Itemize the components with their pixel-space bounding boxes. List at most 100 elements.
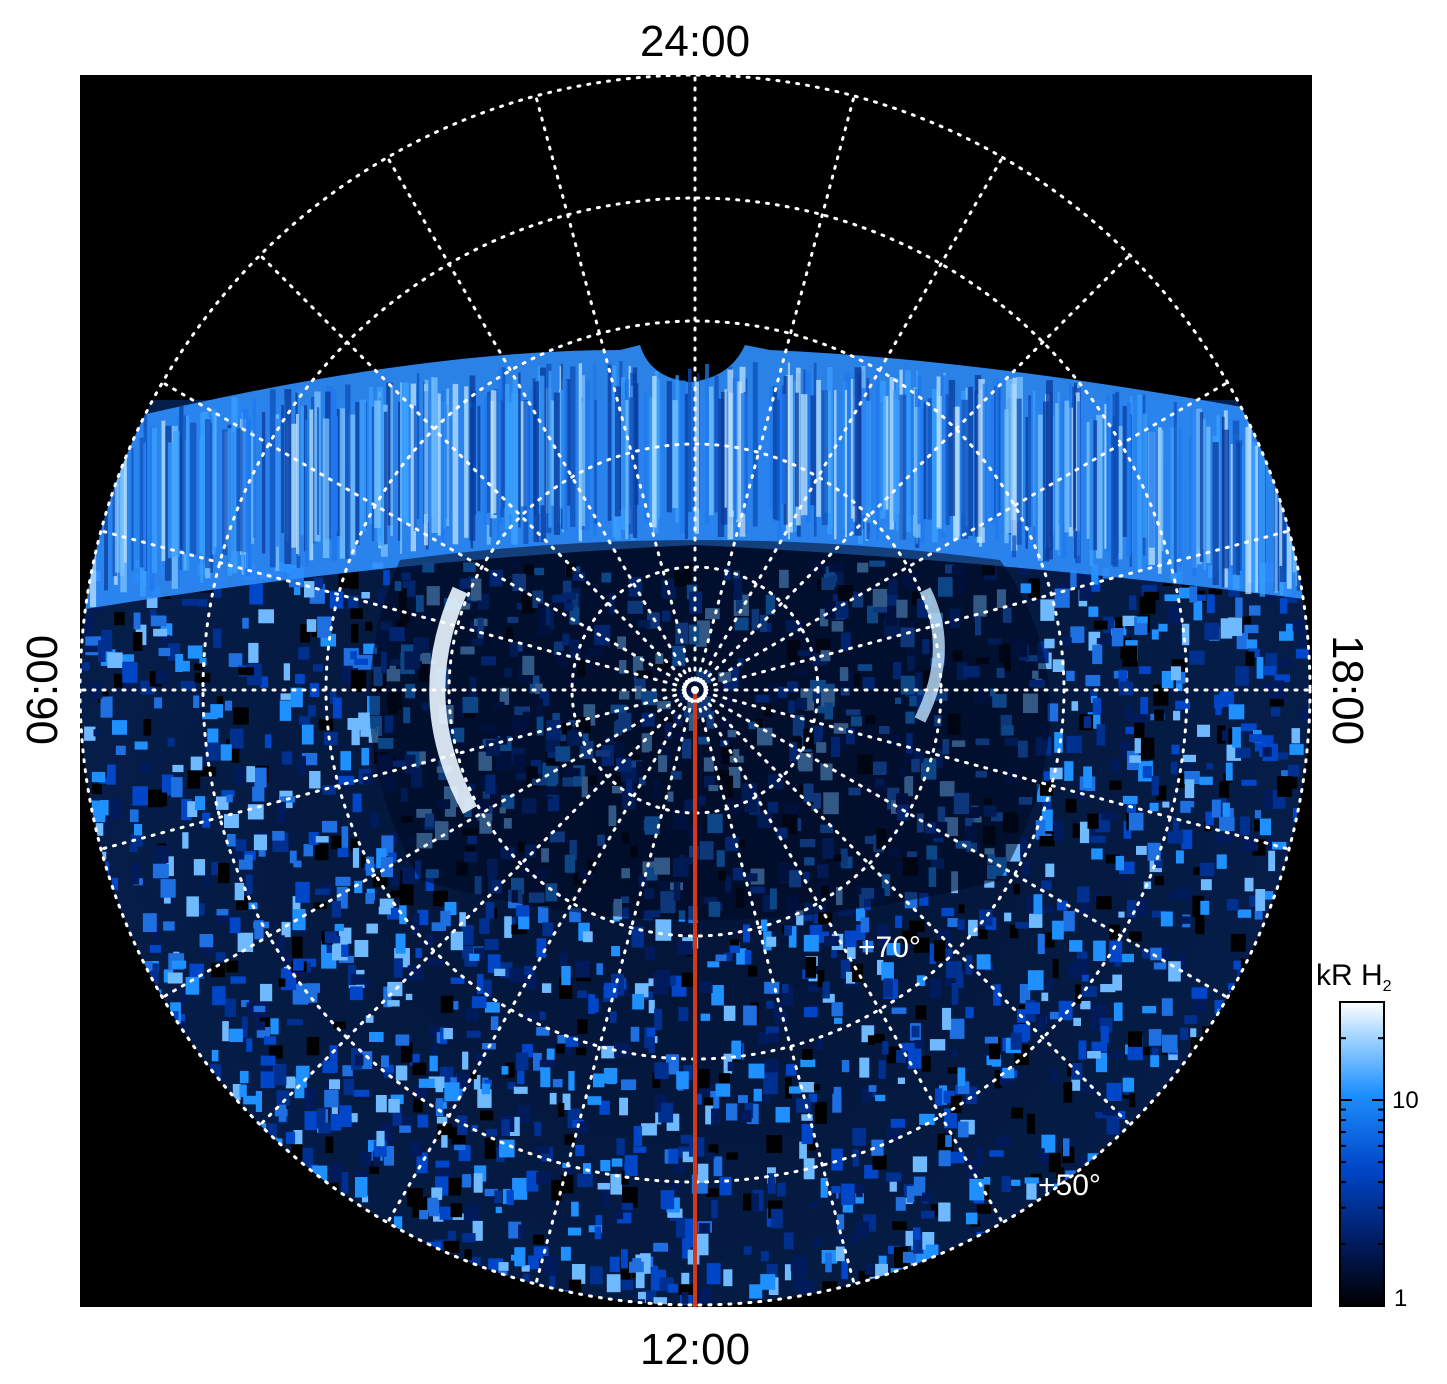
noise-pixel bbox=[304, 1087, 317, 1110]
noise-pixel bbox=[1269, 699, 1284, 707]
noise-pixel bbox=[226, 834, 236, 847]
noise-pixel bbox=[1044, 638, 1055, 649]
noise-pixel bbox=[351, 726, 360, 746]
noise-pixel bbox=[715, 1083, 731, 1097]
noise-pixel bbox=[474, 1053, 486, 1062]
noise-pixel bbox=[1100, 1026, 1109, 1043]
noise-pixel bbox=[831, 1186, 841, 1194]
noise-pixel bbox=[407, 965, 424, 981]
noise-pixel bbox=[872, 1155, 887, 1170]
noise-pixel bbox=[431, 922, 446, 931]
noise-pixel bbox=[1205, 811, 1214, 826]
band-streak bbox=[398, 401, 401, 541]
noise-pixel bbox=[715, 954, 727, 961]
noise-pixel bbox=[1070, 570, 1077, 588]
noise-pixel bbox=[416, 1152, 428, 1174]
noise-pixel bbox=[1118, 669, 1128, 688]
noise-pixel bbox=[440, 995, 454, 1013]
noise-pixel bbox=[694, 1293, 703, 1305]
noise-pixel bbox=[658, 1102, 674, 1123]
noise-pixel bbox=[1178, 587, 1195, 599]
band-streak bbox=[982, 383, 987, 528]
noise-pixel bbox=[820, 1177, 828, 1198]
noise-pixel bbox=[351, 623, 359, 643]
noise-pixel bbox=[301, 724, 314, 745]
noise-pixel bbox=[443, 1028, 453, 1040]
noise-pixel bbox=[751, 1193, 759, 1211]
noise-pixel bbox=[331, 901, 341, 918]
noise-pixel bbox=[331, 1105, 338, 1116]
band-streak bbox=[644, 392, 648, 522]
noise-pixel bbox=[296, 1065, 310, 1079]
noise-pixel bbox=[213, 628, 222, 648]
noise-pixel bbox=[1142, 948, 1154, 959]
noise-pixel bbox=[476, 974, 484, 994]
noise-pixel bbox=[182, 832, 189, 849]
noise-pixel bbox=[507, 1082, 516, 1090]
noise-pixel bbox=[583, 1163, 591, 1174]
band-streak bbox=[1232, 420, 1240, 575]
noise-pixel bbox=[435, 1160, 449, 1168]
noise-pixel bbox=[710, 1091, 720, 1110]
noise-pixel bbox=[221, 790, 235, 797]
noise-pixel bbox=[698, 1223, 711, 1238]
noise-pixel bbox=[528, 1255, 539, 1270]
noise-pixel bbox=[259, 1065, 273, 1072]
noise-pixel bbox=[912, 1227, 921, 1240]
noise-pixel bbox=[1235, 747, 1251, 759]
noise-pixel bbox=[968, 919, 978, 937]
noise-pixel bbox=[783, 1232, 794, 1250]
meridian-line bbox=[258, 253, 697, 692]
noise-pixel bbox=[1122, 645, 1138, 667]
noise-pixel bbox=[341, 1172, 349, 1194]
noise-pixel bbox=[836, 1234, 846, 1245]
noise-pixel bbox=[1289, 771, 1298, 789]
meridian-line bbox=[693, 94, 856, 692]
noise-pixel bbox=[1280, 658, 1292, 667]
noise-pixel bbox=[1254, 910, 1263, 920]
noise-pixel bbox=[383, 986, 392, 1008]
band-streak bbox=[919, 408, 925, 543]
noise-pixel bbox=[668, 1148, 679, 1164]
noise-pixel bbox=[1182, 754, 1196, 763]
noise-pixel bbox=[354, 1054, 364, 1066]
noise-pixel bbox=[1181, 829, 1193, 849]
band-streak bbox=[345, 384, 351, 560]
noise-pixel bbox=[413, 1091, 423, 1113]
noise-pixel bbox=[291, 1144, 303, 1162]
noise-pixel bbox=[846, 971, 856, 984]
latitude-circle-40 bbox=[78, 73, 1312, 1307]
noise-pixel bbox=[1193, 600, 1203, 621]
noise-pixel bbox=[376, 1130, 385, 1147]
noise-pixel bbox=[589, 1266, 603, 1285]
noise-pixel bbox=[859, 1057, 870, 1078]
meridian-line bbox=[693, 381, 1230, 692]
noise-pixel bbox=[1219, 816, 1235, 832]
band-streak bbox=[241, 413, 245, 568]
noise-pixel bbox=[537, 906, 549, 924]
noise-pixel bbox=[393, 958, 403, 978]
noise-pixel bbox=[1184, 755, 1193, 770]
noise-pixel bbox=[324, 931, 337, 944]
noise-pixel bbox=[115, 745, 126, 755]
noise-pixel bbox=[1171, 744, 1180, 755]
noise-pixel bbox=[350, 670, 367, 692]
band-streak bbox=[182, 415, 186, 554]
noise-pixel bbox=[186, 896, 199, 917]
noise-pixel bbox=[142, 961, 153, 971]
noise-pixel bbox=[1079, 903, 1089, 915]
noise-pixel bbox=[655, 919, 672, 941]
noise-pixel bbox=[417, 909, 429, 926]
noise-pixel bbox=[315, 843, 329, 861]
noise-pixel bbox=[749, 1284, 763, 1299]
noise-pixel bbox=[356, 1171, 367, 1179]
meridian-line bbox=[534, 94, 697, 692]
noise-pixel bbox=[450, 931, 464, 951]
noise-pixel bbox=[524, 972, 537, 990]
noise-pixel bbox=[325, 1136, 334, 1154]
noise-pixel bbox=[84, 726, 96, 741]
pole-marker-inner bbox=[691, 686, 699, 694]
noise-pixel bbox=[1249, 605, 1261, 616]
noise-pixel bbox=[1120, 953, 1134, 963]
noise-pixel bbox=[1114, 617, 1124, 628]
